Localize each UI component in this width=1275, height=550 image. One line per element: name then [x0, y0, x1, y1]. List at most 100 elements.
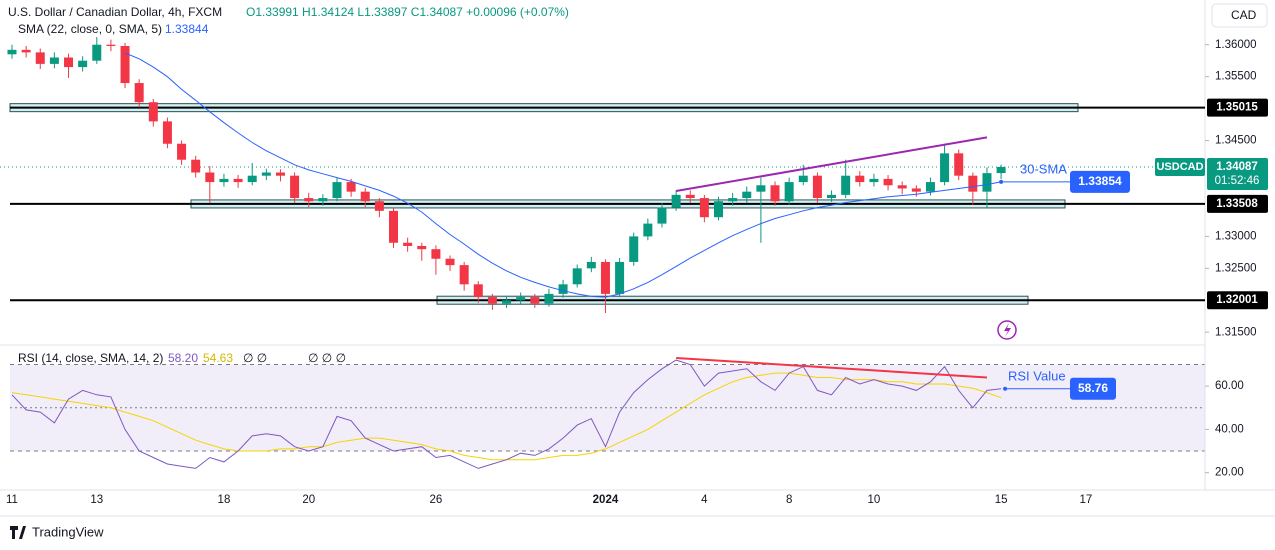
rsi-background [10, 363, 1205, 452]
currency-label[interactable]: CAD [1231, 8, 1257, 22]
candle-body [360, 191, 370, 202]
y-tick-label: 1.32500 [1215, 262, 1257, 274]
y-tick-label: 40.00 [1215, 423, 1244, 435]
candle-body [35, 52, 45, 64]
rsi-legend-value: 58.20 [168, 351, 198, 365]
alert-icon[interactable] [997, 320, 1017, 340]
rsi-legend-extra: ∅ ∅ ∅ [308, 351, 346, 365]
candle-body [798, 175, 808, 183]
sma-legend-value: 1.33844 [165, 22, 209, 36]
x-tick-label: 8 [786, 494, 792, 506]
candle-body [742, 191, 752, 199]
candle-body [586, 261, 596, 269]
candle-body [473, 284, 483, 298]
candle-body [106, 44, 116, 46]
sma-tag-label: 1.33854 [1078, 174, 1122, 188]
rsi-tag [1070, 377, 1116, 400]
candle-body [304, 198, 314, 202]
last-price-tag [1207, 157, 1268, 190]
candle-body [445, 258, 455, 266]
rsi-tag-label: 58.76 [1078, 381, 1108, 395]
alert-icon-bolt[interactable] [1004, 323, 1011, 337]
candle-body [49, 57, 59, 64]
candle-body [389, 210, 399, 243]
plot: 30-SMA 1.33854 RSI Value 58.76 [0, 37, 1205, 469]
rsi-legend-extra: ∅ ∅ [243, 351, 267, 365]
candle-body [756, 185, 766, 192]
currency-button[interactable] [1211, 3, 1268, 28]
candle-body [502, 300, 512, 304]
y-tick-label: 1.36000 [1215, 39, 1257, 51]
candle-body [261, 172, 271, 176]
y-tick-label: 60.00 [1215, 380, 1244, 392]
sma-tag [1070, 170, 1130, 193]
candle-body [487, 297, 497, 304]
x-tick-label: 11 [6, 494, 18, 506]
candle-body [516, 297, 526, 301]
candle-body [219, 178, 229, 183]
candle-body [629, 236, 639, 262]
candle-body [643, 223, 653, 237]
candle-body [191, 159, 201, 173]
candle-body [544, 293, 554, 304]
candle-body [827, 194, 837, 199]
candle-body [403, 242, 413, 246]
candle-body [940, 153, 950, 183]
candle-body [530, 297, 540, 304]
candle-body [615, 261, 625, 294]
candle-body [699, 198, 709, 218]
candle-body [233, 178, 243, 183]
rsi-trendline [676, 356, 988, 379]
last-price-label: 1.34087 [1216, 161, 1258, 173]
candle-body [600, 261, 610, 294]
x-tick-label: 2024 [593, 494, 619, 506]
candle-body [275, 172, 285, 176]
sma-line [124, 52, 1002, 298]
candle-body [318, 198, 328, 202]
y-tick-label: 1.31500 [1215, 326, 1257, 338]
sma-annotation: 30-SMA [1020, 161, 1067, 176]
level-tag [1207, 98, 1268, 117]
candle-body [290, 175, 300, 199]
candle-body [954, 153, 964, 176]
candle-body [120, 46, 130, 84]
y-tick-label: 1.33000 [1215, 230, 1257, 242]
y-tick-label: 1.34500 [1215, 135, 1257, 147]
candle-body [177, 143, 187, 160]
level-tag [1207, 291, 1268, 310]
rsi-legend: RSI (14, close, SMA, 14, 2) [18, 351, 163, 365]
candle-body [883, 178, 893, 186]
ohlc-legend: O1.33991 H1.34124 L1.33897 C1.34087 +0.0… [246, 5, 569, 19]
candle-body [925, 182, 935, 192]
candle-body [332, 182, 342, 199]
y-tick-label: 1.35500 [1215, 71, 1257, 83]
candle-body [78, 60, 88, 68]
candle-body [982, 173, 992, 192]
candle-body [247, 175, 257, 183]
x-tick-label: 20 [302, 494, 315, 506]
candle-body [92, 44, 102, 61]
sma-legend: SMA (22, close, 0, SMA, 5) [18, 22, 162, 36]
candle-body [64, 57, 74, 68]
candle-body [855, 175, 865, 183]
symbol-tag [1155, 157, 1205, 176]
brand: TradingView [10, 524, 104, 539]
symbol-tag-label: USDCAD [1156, 161, 1203, 173]
candle-body [812, 175, 822, 199]
candle-body [841, 175, 851, 195]
y-tick-label: 20.00 [1215, 467, 1244, 479]
candle-body [572, 268, 582, 285]
candle-body [657, 207, 667, 224]
candle-body [162, 121, 172, 144]
brand-logo [10, 526, 26, 539]
x-tick-label: 18 [218, 494, 231, 506]
x-tick-label: 17 [1079, 494, 1092, 506]
countdown: 01:52:46 [1215, 175, 1260, 187]
candle-body [7, 49, 17, 55]
level-label: 1.32001 [1216, 294, 1258, 306]
level-label: 1.35015 [1216, 102, 1258, 114]
level-label: 1.33508 [1216, 198, 1258, 210]
candle-body [558, 284, 568, 294]
trendline [675, 136, 988, 193]
